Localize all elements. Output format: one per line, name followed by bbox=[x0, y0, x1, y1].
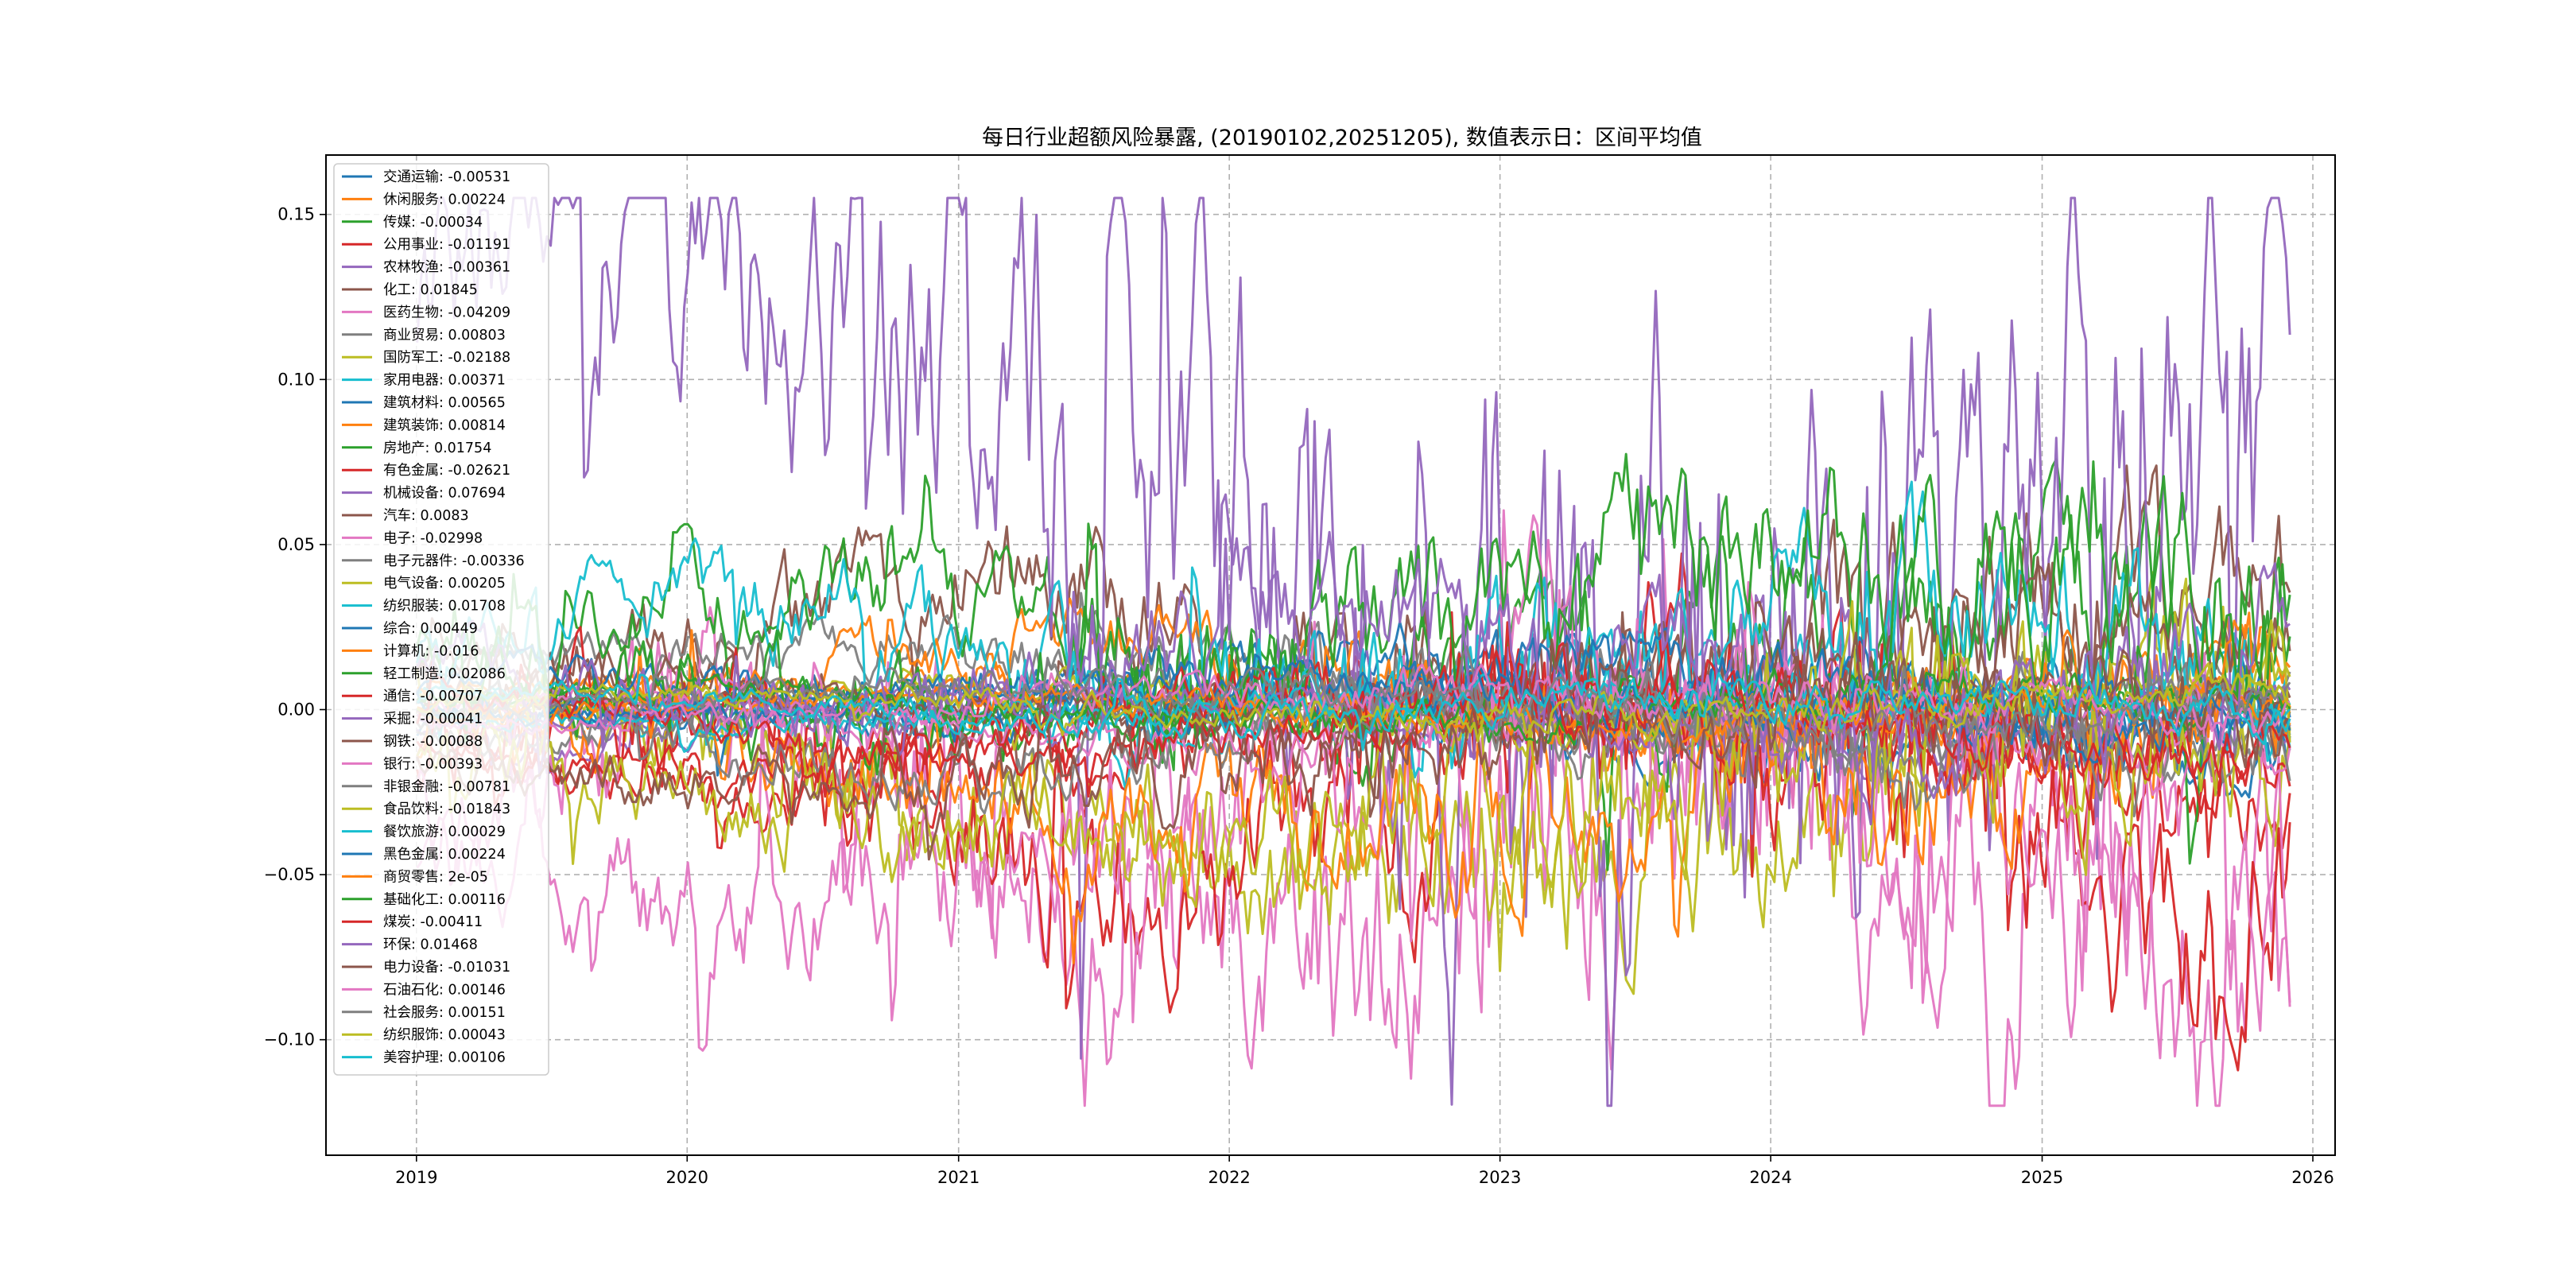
legend-entry: 电子: -0.02998 bbox=[383, 530, 483, 546]
legend-entry: 社会服务: 0.00151 bbox=[383, 1005, 506, 1021]
x-tick-label: 2024 bbox=[1749, 1168, 1791, 1187]
legend-entry: 钢铁: -0.00088 bbox=[383, 734, 483, 750]
y-tick-label: 0.05 bbox=[277, 535, 315, 554]
legend-entry: 房地产: 0.01754 bbox=[383, 440, 491, 456]
legend-entry: 煤炭: -0.00411 bbox=[383, 914, 483, 930]
series-line bbox=[416, 659, 2291, 798]
legend-entry: 环保: 0.01468 bbox=[383, 937, 478, 953]
y-tick-label: 0.00 bbox=[277, 700, 315, 720]
x-tick-label: 2023 bbox=[1479, 1168, 1521, 1187]
series-line bbox=[416, 645, 2291, 817]
legend-entry: 公用事业: -0.01191 bbox=[383, 237, 510, 253]
x-tick-label: 2026 bbox=[2291, 1168, 2334, 1187]
series-line bbox=[416, 599, 2291, 909]
legend-entry: 农林牧渔: -0.00361 bbox=[383, 260, 510, 276]
legend-entry: 机械设备: 0.07694 bbox=[383, 486, 506, 502]
legend-entry: 化工: 0.01845 bbox=[383, 282, 478, 298]
legend-entry: 商贸零售: 2e-05 bbox=[383, 869, 488, 885]
legend-entry: 美容护理: 0.00106 bbox=[383, 1050, 506, 1066]
legend-entry: 国防军工: -0.02188 bbox=[383, 350, 510, 366]
series-line bbox=[416, 672, 2291, 751]
legend-entry: 食品饮料: -0.01843 bbox=[383, 801, 510, 817]
legend: 交通运输: -0.00531 休闲服务: 0.00224 传媒: -0.00034 公… bbox=[333, 163, 549, 1076]
legend-entry: 有色金属: -0.02621 bbox=[383, 463, 510, 479]
series-lines bbox=[416, 196, 2291, 1108]
y-tick-label: 0.15 bbox=[277, 205, 315, 224]
legend-entry: 电气设备: 0.00205 bbox=[383, 576, 506, 592]
legend-entry: 电子元器件: -0.00336 bbox=[383, 553, 525, 569]
legend-box bbox=[333, 163, 549, 1076]
y-tick-label: −0.05 bbox=[264, 865, 315, 884]
legend-entry: 餐饮旅游: 0.00029 bbox=[383, 824, 506, 840]
series-line bbox=[416, 493, 2291, 826]
series-line bbox=[416, 537, 2291, 1108]
legend-entry: 纺织服装: 0.01708 bbox=[383, 599, 506, 615]
legend-entry: 传媒: -0.00034 bbox=[383, 215, 483, 231]
x-tick-label: 2020 bbox=[666, 1168, 708, 1187]
legend-entry: 通信: -0.00707 bbox=[383, 689, 483, 704]
x-tick-label: 2021 bbox=[937, 1168, 980, 1187]
legend-entry: 轻工制造: 0.02086 bbox=[383, 666, 506, 682]
legend-entry: 商业贸易: 0.00803 bbox=[383, 328, 506, 343]
y-tick-label: 0.10 bbox=[277, 370, 315, 389]
legend-entry: 银行: -0.00393 bbox=[383, 756, 483, 772]
chart-title: 每日行业超额风险暴露, (20190102,20251205), 数值表示日：区… bbox=[982, 126, 1702, 150]
legend-entry: 计算机: -0.016 bbox=[383, 643, 479, 659]
y-tick-label: −0.10 bbox=[264, 1030, 315, 1049]
x-tick-label: 2019 bbox=[395, 1168, 437, 1187]
legend-entry: 医药生物: -0.04209 bbox=[383, 305, 510, 320]
legend-entry: 交通运输: -0.00531 bbox=[383, 169, 510, 185]
legend-entry: 建筑材料: 0.00565 bbox=[383, 395, 506, 411]
legend-entry: 采掘: -0.00041 bbox=[383, 712, 483, 727]
legend-entry: 综合: 0.00449 bbox=[383, 621, 478, 637]
plot-frame bbox=[325, 154, 2336, 1156]
x-tick-label: 2022 bbox=[1208, 1168, 1250, 1187]
legend-entry: 基础化工: 0.00116 bbox=[383, 892, 506, 908]
axis-ticks: 2019 2020 2021 2022 2023 2024 2025 2026 0.15 0.10… bbox=[264, 205, 2334, 1187]
legend-entry: 黑色金属: 0.00224 bbox=[383, 847, 506, 863]
legend-entry: 非银金融: -0.00781 bbox=[383, 779, 510, 795]
series-line bbox=[416, 452, 2291, 776]
legend-entry: 石油石化: 0.00146 bbox=[383, 982, 506, 998]
legend-entry: 休闲服务: 0.00224 bbox=[383, 192, 506, 208]
legend-entry: 建筑装饰: 0.00814 bbox=[383, 417, 506, 433]
legend-entry: 纺织服饰: 0.00043 bbox=[383, 1027, 506, 1043]
legend-entry: 汽车: 0.0083 bbox=[383, 508, 469, 524]
series-line bbox=[416, 661, 2291, 743]
legend-entry: 家用电器: 0.00371 bbox=[383, 373, 506, 389]
legend-entry: 电力设备: -0.01031 bbox=[383, 960, 510, 976]
x-tick-label: 2025 bbox=[2021, 1168, 2063, 1187]
